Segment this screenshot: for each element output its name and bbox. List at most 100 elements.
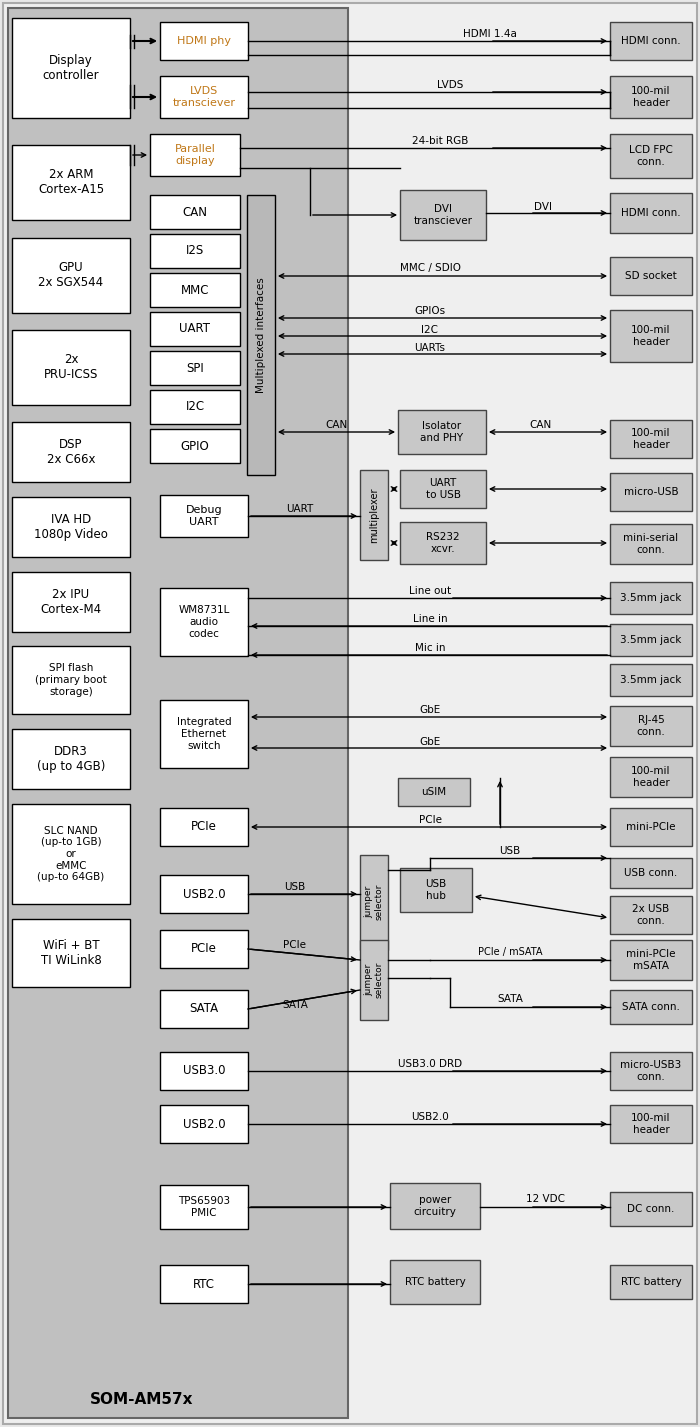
Text: Debug
UART: Debug UART xyxy=(186,505,223,527)
Text: multiplexer: multiplexer xyxy=(369,487,379,542)
Text: GbE: GbE xyxy=(419,736,440,746)
Text: GPIOs: GPIOs xyxy=(414,305,446,315)
Text: mini-PCIe
mSATA: mini-PCIe mSATA xyxy=(626,949,676,970)
Text: mini-serial
conn.: mini-serial conn. xyxy=(624,534,678,555)
Bar xyxy=(12,803,130,903)
Text: Display
controller: Display controller xyxy=(43,54,99,81)
Text: 12 VDC: 12 VDC xyxy=(526,1194,564,1204)
Text: I2S: I2S xyxy=(186,244,204,257)
Text: HDMI 1.4a: HDMI 1.4a xyxy=(463,29,517,39)
Bar xyxy=(610,940,692,980)
Text: SD socket: SD socket xyxy=(625,271,677,281)
Text: 100-mil
header: 100-mil header xyxy=(631,766,671,788)
Bar xyxy=(160,495,248,537)
Text: MMC / SDIO: MMC / SDIO xyxy=(400,263,461,273)
Text: UART
to USB: UART to USB xyxy=(426,478,461,499)
Text: USB2.0: USB2.0 xyxy=(411,1112,449,1122)
Text: SATA: SATA xyxy=(497,995,523,1005)
Bar xyxy=(398,410,486,454)
Text: IVA HD
1080p Video: IVA HD 1080p Video xyxy=(34,512,108,541)
Bar xyxy=(160,701,248,768)
Text: GPU
2x SGX544: GPU 2x SGX544 xyxy=(38,261,104,290)
Text: I2C: I2C xyxy=(421,325,438,335)
Bar xyxy=(150,234,240,268)
Bar xyxy=(12,729,130,789)
Text: DVI
transciever: DVI transciever xyxy=(414,204,473,225)
Bar xyxy=(150,351,240,385)
Bar xyxy=(610,76,692,118)
Bar xyxy=(150,273,240,307)
Text: uSIM: uSIM xyxy=(421,788,447,798)
Text: SPI: SPI xyxy=(186,361,204,374)
Bar xyxy=(160,76,248,118)
Bar xyxy=(12,919,130,987)
Text: DDR3
(up to 4GB): DDR3 (up to 4GB) xyxy=(37,745,105,773)
Bar xyxy=(610,706,692,746)
Bar xyxy=(610,1192,692,1226)
Bar xyxy=(160,21,248,60)
Text: HDMI phy: HDMI phy xyxy=(177,36,231,46)
Text: 2x IPU
Cortex-M4: 2x IPU Cortex-M4 xyxy=(41,588,102,616)
Text: Parallel
display: Parallel display xyxy=(174,144,216,166)
Bar xyxy=(610,858,692,888)
Bar xyxy=(160,930,248,968)
Text: USB
hub: USB hub xyxy=(426,879,447,900)
Bar xyxy=(12,646,130,714)
Bar xyxy=(12,330,130,405)
Bar xyxy=(360,940,388,1020)
Bar xyxy=(12,572,130,632)
Bar xyxy=(610,420,692,458)
Text: 100-mil
header: 100-mil header xyxy=(631,86,671,108)
Bar xyxy=(610,624,692,656)
Text: 100-mil
header: 100-mil header xyxy=(631,325,671,347)
Text: PCIe: PCIe xyxy=(419,815,442,825)
Bar xyxy=(610,524,692,564)
Text: SOM-AM57x: SOM-AM57x xyxy=(90,1393,193,1407)
Text: DC conn.: DC conn. xyxy=(627,1204,675,1214)
Bar xyxy=(160,1264,248,1303)
Text: 24-bit RGB: 24-bit RGB xyxy=(412,136,468,146)
Bar xyxy=(400,190,486,240)
Bar xyxy=(360,469,388,559)
Text: CAN: CAN xyxy=(529,420,551,430)
Bar xyxy=(160,808,248,846)
Bar xyxy=(398,778,470,806)
Text: jumper
selector: jumper selector xyxy=(364,883,384,920)
Text: CAN: CAN xyxy=(326,420,348,430)
Text: UARTs: UARTs xyxy=(414,342,445,352)
Text: RS232
xcvr.: RS232 xcvr. xyxy=(426,532,460,554)
Bar xyxy=(8,9,348,1418)
Bar xyxy=(400,868,472,912)
Text: Integrated
Ethernet
switch: Integrated Ethernet switch xyxy=(176,718,231,751)
Text: micro-USB: micro-USB xyxy=(624,487,678,497)
Bar xyxy=(610,1052,692,1090)
Bar xyxy=(150,390,240,424)
Text: micro-USB3
conn.: micro-USB3 conn. xyxy=(620,1060,682,1082)
Text: USB conn.: USB conn. xyxy=(624,868,678,878)
Bar xyxy=(150,195,240,228)
Text: 2x
PRU-ICSS: 2x PRU-ICSS xyxy=(44,352,98,381)
Text: LVDS
transciever: LVDS transciever xyxy=(172,86,235,108)
Text: RTC battery: RTC battery xyxy=(405,1277,466,1287)
Bar xyxy=(610,756,692,798)
Text: Multiplexed interfaces: Multiplexed interfaces xyxy=(256,277,266,392)
Text: PCIe: PCIe xyxy=(284,940,307,950)
Text: mini-PCIe: mini-PCIe xyxy=(626,822,676,832)
Bar xyxy=(150,430,240,462)
Bar xyxy=(400,469,486,508)
Bar xyxy=(160,1184,248,1229)
Text: jumper
selector: jumper selector xyxy=(364,962,384,999)
Bar xyxy=(12,422,130,482)
Text: SLC NAND
(up-to 1GB)
or
eMMC
(up-to 64GB): SLC NAND (up-to 1GB) or eMMC (up-to 64GB… xyxy=(37,826,104,882)
Bar xyxy=(610,582,692,614)
Bar xyxy=(360,855,388,950)
Bar xyxy=(610,257,692,295)
Text: 100-mil
header: 100-mil header xyxy=(631,1113,671,1134)
Text: RTC battery: RTC battery xyxy=(621,1277,681,1287)
Text: SPI flash
(primary boot
storage): SPI flash (primary boot storage) xyxy=(35,664,107,696)
Text: GPIO: GPIO xyxy=(181,440,209,452)
Bar xyxy=(610,664,692,696)
Text: MMC: MMC xyxy=(181,284,209,297)
Text: 100-mil
header: 100-mil header xyxy=(631,428,671,450)
Text: SATA conn.: SATA conn. xyxy=(622,1002,680,1012)
